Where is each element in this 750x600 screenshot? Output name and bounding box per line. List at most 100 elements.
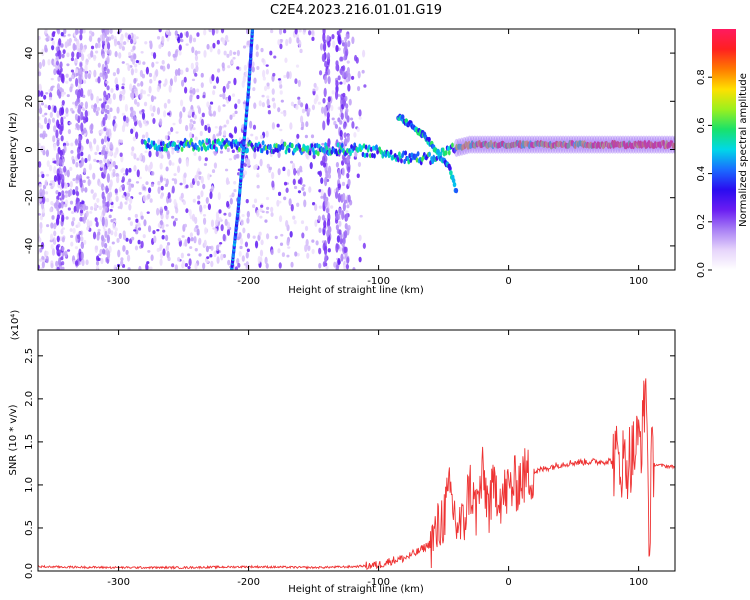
spectrogram-noise-speck [38,142,41,149]
spectrogram-noise-speck [128,51,132,57]
spectrogram-noise-speck [277,151,281,159]
spectrogram-noise-speck [100,128,104,135]
spectrogram-band-speck [346,204,350,209]
spectrogram-noise-speck [168,84,172,93]
spectrogram-carrier-cell [290,143,294,149]
spectrogram-noise-speck [357,161,362,168]
spectrogram-noise-speck [231,93,236,97]
spectrogram-halo [562,135,569,154]
spectrogram-band-speck [106,173,110,183]
spectrogram-noise-speck [96,197,100,203]
spectrogram-noise-speck [67,129,72,135]
spectrogram-halo [456,138,463,157]
spectrogram-noise-speck [114,51,118,58]
spectrogram-noise-speck [261,94,265,98]
spectrogram-noise-speck [140,81,144,87]
spectrogram-noise-speck [346,172,350,179]
spectrogram-noise-speck [66,142,70,146]
spectrogram-noise-speck [242,45,247,49]
spectrogram-carrier-cell [364,144,368,150]
spectrogram-noise-speck [318,189,322,193]
spectrogram-branch-cell [427,136,431,143]
spectrogram-band-speck [337,183,341,189]
spectrogram-carrier-cell [173,141,177,147]
spectrogram-noise-speck [188,36,193,44]
spectrogram-halo [583,135,590,154]
spectrogram-noise-speck [271,180,275,188]
spectrogram-noise-speck [46,160,50,167]
spectrogram-noise-speck [185,159,189,167]
spectrogram-band-speck [103,127,107,132]
spectrogram-noise-speck [200,72,204,78]
spectrogram-noise-speck [138,110,143,114]
spectrogram-noise-speck [192,127,196,131]
spectrogram-noise-speck [135,60,139,64]
spectrogram-carrier-cell [159,141,163,147]
spectrogram-noise-speck [135,36,139,40]
spectrogram-band-speck [59,128,63,135]
spectrogram-noise-speck [261,58,265,63]
spectrogram-noise-speck [217,105,221,113]
spectrogram-halo [513,135,520,154]
spectrogram-noise-speck [306,252,310,259]
spectrogram-noise-speck [195,225,199,229]
spectrogram-band-speck [101,40,106,45]
spectrogram-noise-speck [88,163,92,171]
spectrogram-noise-speck [98,181,102,187]
spectrogram-noise-speck [189,89,193,94]
spectrogram-noise-speck [271,97,275,102]
spectrogram-noise-speck [156,229,160,232]
spectrogram-noise-speck [164,78,168,86]
spectrogram-noise-speck [237,98,241,105]
spectrogram-noise-speck [233,189,237,193]
spectrogram-noise-speck [97,37,101,43]
spectrogram-noise-speck [168,159,172,166]
spectrogram-band-speck [79,42,84,51]
spectrogram-noise-speck [147,93,151,97]
spectrogram-noise-speck [96,106,101,112]
spectrogram-noise-speck [56,110,60,119]
spectrogram-halo [601,135,608,154]
spectrogram-band-speck [339,120,343,125]
spectrogram-noise-speck [293,219,297,225]
spectrogram-halo [648,135,655,154]
spectrogram-noise-speck [117,206,121,209]
spectrogram-carrier-cell [191,141,194,148]
spectrogram-noise-speck [50,243,54,250]
spectrogram-noise-speck [109,208,113,212]
spectrogram-noise-speck [90,123,94,131]
spectrogram-band-speck [340,253,344,262]
spectrogram-noise-speck [44,179,48,187]
spectrogram-halo [471,135,478,154]
spectrogram-noise-speck [281,252,286,258]
spectrogram-noise-speck [307,107,311,113]
spectrogram-noise-speck [265,64,269,67]
spectrogram-carrier-cell [367,144,371,150]
spectrogram-noise-speck [92,231,97,240]
spectrogram-noise-speck [219,94,223,98]
spectrogram-noise-speck [99,163,104,168]
spectrogram-noise-speck [159,118,163,126]
spectrogram-noise-speck [214,228,218,235]
spectrogram-noise-speck [304,108,308,112]
spectrogram-carrier-cell [212,144,216,150]
spectrogram-noise-speck [285,38,289,47]
spectrogram-noise-speck [292,215,296,220]
spectrogram-noise-speck [209,101,214,105]
spectrogram-noise-speck [106,50,110,55]
spectrogram-noise-speck [52,160,56,164]
spectrogram-noise-speck [105,80,109,84]
spectrogram-noise-speck [221,62,225,69]
spectrogram-noise-speck [110,88,114,93]
spectrogram-band-speck [55,46,59,52]
spectrogram-band-speck [79,203,83,211]
spectrogram-noise-speck [194,248,198,252]
spectrogram-noise-speck [70,57,75,62]
spectrogram-noise-speck [141,73,145,79]
spectrogram-band-speck [322,162,327,168]
spectrogram-noise-speck [38,71,42,77]
spectrogram-noise-speck [243,64,247,71]
spectrogram-noise-speck [308,186,312,193]
spectrogram-noise-speck [39,227,43,234]
spectrogram-noise-speck [159,208,163,216]
